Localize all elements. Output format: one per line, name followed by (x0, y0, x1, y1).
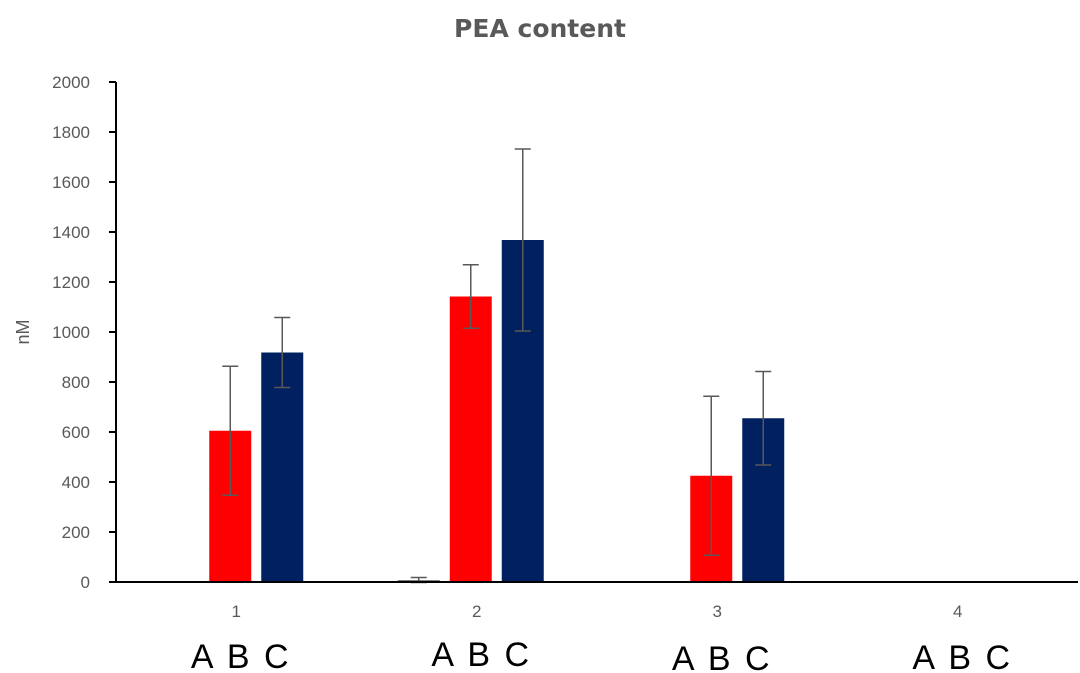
chart-title: PEA content (454, 14, 626, 43)
group-letter-C: C (985, 639, 1010, 673)
bar-C-1 (261, 352, 304, 582)
group-letter-B: B (948, 639, 971, 673)
group-letter-B: B (227, 638, 250, 673)
x-tick-label: 4 (953, 602, 962, 621)
y-axis-label: nM (13, 319, 33, 344)
y-tick-label: 1800 (52, 123, 90, 142)
y-tick-label: 1200 (52, 273, 90, 292)
group-letter-C: C (264, 638, 289, 673)
y-tick-label: 600 (62, 423, 90, 442)
group-letter-A: A (912, 639, 935, 673)
y-tick-label: 0 (81, 573, 90, 592)
y-tick-label: 2000 (52, 73, 90, 92)
y-axis-ticks: 0 200 400 600 800 1000 1200 1400 1600 1800 2000 (52, 73, 116, 592)
group-letter-A: A (191, 638, 214, 673)
group-letter-B: B (467, 636, 490, 673)
y-tick-label: 400 (62, 473, 90, 492)
y-tick-label: 1000 (52, 323, 90, 342)
y-tick-label: 200 (62, 523, 90, 542)
group-letter-A: A (431, 636, 454, 673)
group-letter-C: C (745, 640, 770, 673)
error-bars (222, 148, 772, 584)
x-axis-ticks: 1 2 3 4 (232, 602, 963, 621)
x-tick-label: 2 (472, 602, 481, 621)
y-tick-label: 1600 (52, 173, 90, 192)
bar-B-2 (449, 296, 492, 582)
group-letter-B: B (708, 640, 731, 673)
y-tick-label: 800 (62, 373, 90, 392)
group-letter-A: A (672, 640, 695, 673)
y-tick-label: 1400 (52, 223, 90, 242)
x-tick-label: 1 (232, 602, 241, 621)
x-tick-label: 3 (713, 602, 722, 621)
group-letter-C: C (504, 636, 529, 673)
